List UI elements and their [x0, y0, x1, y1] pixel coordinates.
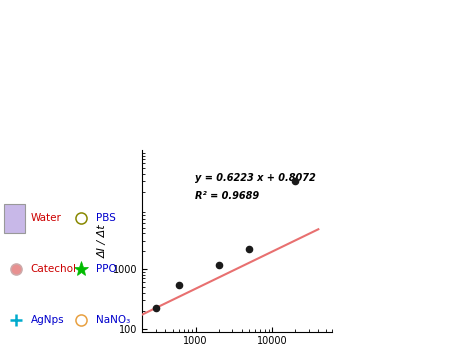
Point	[292, 178, 299, 184]
Text: PBS: PBS	[96, 213, 116, 223]
Text: NaNO₃: NaNO₃	[96, 315, 130, 325]
Text: Water: Water	[30, 213, 62, 223]
Y-axis label: ΔI / Δt: ΔI / Δt	[97, 224, 107, 258]
Text: R² = 0.9689: R² = 0.9689	[195, 191, 259, 201]
Bar	[4, 204, 25, 233]
Point	[175, 282, 182, 288]
Text: y = 0.6223 x + 0.8072: y = 0.6223 x + 0.8072	[195, 173, 316, 183]
Text: PPO: PPO	[96, 264, 116, 274]
Text: Catechol: Catechol	[30, 264, 76, 274]
Point	[152, 306, 159, 311]
Point	[246, 246, 253, 252]
Point	[215, 262, 222, 267]
Text: AgNps: AgNps	[30, 315, 64, 325]
